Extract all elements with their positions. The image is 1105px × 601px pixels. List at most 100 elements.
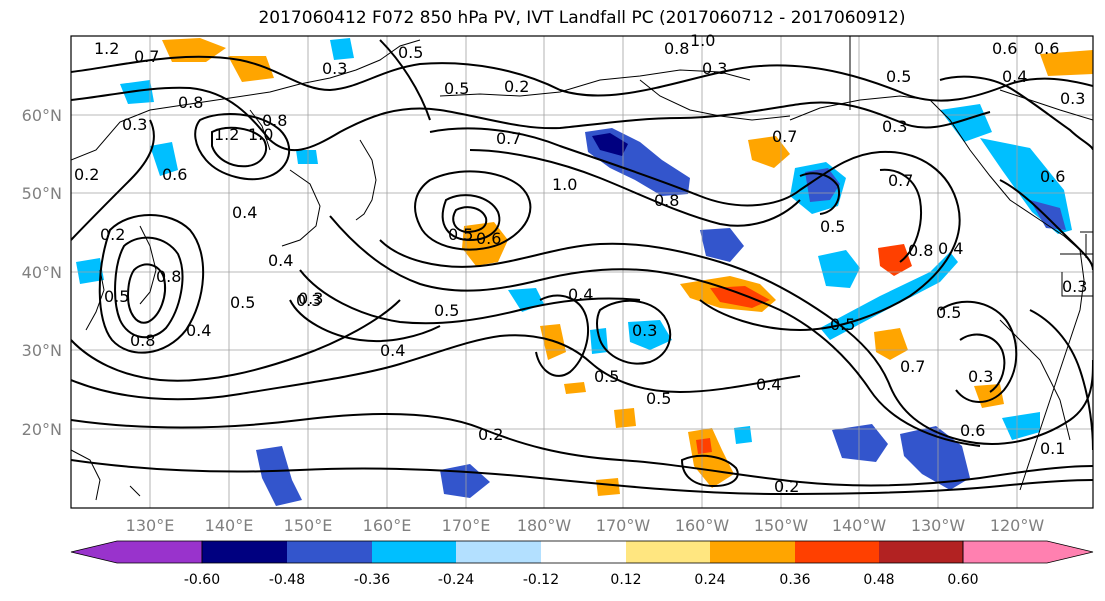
colorbar-extend-low: [70, 540, 203, 564]
contour-label: 0.2: [100, 225, 125, 244]
colorbar-segment: [795, 541, 879, 563]
contour-labels: 1.2 0.7 0.5 0.3 0.8 1.0 0.3 0.2 0.6 0.6 …: [74, 31, 1087, 496]
longitude-labels: 130°E 140°E 150°E 160°E 170°E 180°W 170°…: [126, 516, 1045, 535]
contour-label: 0.7: [772, 127, 797, 146]
contour-label: 0.4: [268, 251, 293, 270]
lon-label: 170°E: [442, 516, 491, 535]
contour-label: 0.3: [702, 59, 727, 78]
contour-label: 0.4: [1002, 67, 1027, 86]
positive-anomaly-patch: [614, 408, 636, 428]
contour-label: 0.3: [968, 367, 993, 386]
colorbar-tick-label: -0.48: [269, 572, 305, 588]
positive-anomaly-patch: [540, 324, 566, 360]
negative-anomaly-patch: [820, 252, 958, 340]
contour-label: 0.5: [434, 301, 459, 320]
map-frame: [70, 35, 1094, 509]
contour-label: 0.4: [380, 341, 405, 360]
contour-label: 0.3: [122, 115, 147, 134]
negative-anomaly-patch: [150, 142, 178, 176]
colorbar-segment: [626, 541, 710, 563]
positive-anomaly-core: [696, 438, 712, 454]
contour-label: 0.3: [298, 289, 323, 308]
contour-label: 0.2: [774, 477, 799, 496]
lat-label: 60°N: [22, 106, 62, 125]
negative-anomaly-patch: [296, 150, 318, 164]
contour-label: 0.2: [504, 77, 529, 96]
contour-label: 0.8: [664, 39, 689, 58]
contour-label: 0.3: [1062, 277, 1087, 296]
contour-label: 0.7: [496, 129, 521, 148]
contour-label: 0.4: [568, 285, 593, 304]
pv-contours: [71, 39, 1093, 496]
contour-label: 0.8: [130, 331, 155, 350]
contour-label: 0.3: [632, 321, 657, 340]
colorbar-tick-label: 0.36: [779, 572, 810, 588]
colorbar-tick-label: 0.24: [694, 572, 725, 588]
positive-anomaly-patch: [462, 222, 508, 266]
colorbar-tick-label: -0.24: [438, 572, 474, 588]
positive-anomaly-patch: [228, 56, 274, 82]
lon-label: 150°E: [284, 516, 333, 535]
coastlines: [71, 36, 1093, 501]
lon-label: 130°W: [911, 516, 966, 535]
negative-anomaly-core: [805, 168, 840, 202]
negative-anomaly-patch: [1002, 412, 1040, 440]
contour-label: 0.7: [134, 47, 159, 66]
negative-anomaly-patch: [628, 320, 672, 350]
contour-label: 0.6: [162, 165, 187, 184]
negative-anomaly-patch: [330, 38, 354, 60]
contour-label: 0.5: [830, 315, 855, 334]
colorbar-tick-label: 0.60: [947, 572, 978, 588]
lon-label: 150°W: [754, 516, 809, 535]
colorbar: -0.60 -0.48 -0.36 -0.24 -0.12 0.12 0.24 …: [70, 540, 1094, 588]
colorbar-segment: [287, 541, 372, 563]
contour-label: 0.7: [900, 357, 925, 376]
negative-anomaly-patch: [256, 446, 302, 506]
contour-label: 0.3: [296, 291, 321, 310]
contour-label: 0.5: [886, 67, 911, 86]
negative-anomaly-patch: [818, 250, 860, 288]
colorbar-tick-label: -0.12: [523, 572, 559, 588]
contour-label: 0.1: [1040, 439, 1065, 458]
contour-label: 0.5: [646, 389, 671, 408]
contour-label: 0.5: [230, 293, 255, 312]
contour-label: 0.5: [594, 367, 619, 386]
negative-anomaly-core: [1030, 200, 1066, 230]
contour-label: 0.8: [178, 93, 203, 112]
contour-label: 0.5: [448, 225, 473, 244]
colorbar-segment: [710, 541, 795, 563]
contour-label: 0.4: [938, 239, 963, 258]
contour-label: 0.2: [74, 165, 99, 184]
positive-anomaly-patch: [878, 244, 912, 276]
lon-label: 130°E: [126, 516, 175, 535]
negative-anomaly-patch: [940, 104, 992, 142]
lat-label: 20°N: [22, 420, 62, 439]
contour-label: 0.6: [476, 229, 501, 248]
contour-label: 0.5: [104, 287, 129, 306]
contour-label: 1.0: [690, 31, 715, 50]
contour-label: 0.5: [820, 217, 845, 236]
contour-label: 0.5: [398, 43, 423, 62]
contour-label: 0.5: [936, 303, 961, 322]
contour-label: 0.6: [960, 421, 985, 440]
contour-label: 0.5: [444, 79, 469, 98]
contour-label: 0.3: [1060, 89, 1085, 108]
lon-label: 140°E: [205, 516, 254, 535]
positive-anomaly-patch: [1040, 50, 1093, 76]
lon-label: 120°W: [990, 516, 1045, 535]
pv-anomaly-shading: [76, 38, 1093, 506]
contour-label: 1.0: [248, 125, 273, 144]
contour-label: 0.3: [882, 117, 907, 136]
colorbar-segment: [456, 541, 541, 563]
colorbar-segment: [541, 541, 626, 563]
chart-title: 2017060412 F072 850 hPa PV, IVT Landfall…: [258, 8, 906, 28]
positive-anomaly-patch: [874, 328, 908, 360]
contour-label: 0.8: [156, 267, 181, 286]
lat-label: 40°N: [22, 263, 62, 282]
negative-anomaly-patch: [700, 228, 744, 262]
contour-label: 1.0: [552, 175, 577, 194]
contour-label: 0.8: [654, 191, 679, 210]
contour-label: 0.6: [1034, 39, 1059, 58]
colorbar-tick-label: -0.60: [184, 572, 220, 588]
lat-label: 30°N: [22, 341, 62, 360]
